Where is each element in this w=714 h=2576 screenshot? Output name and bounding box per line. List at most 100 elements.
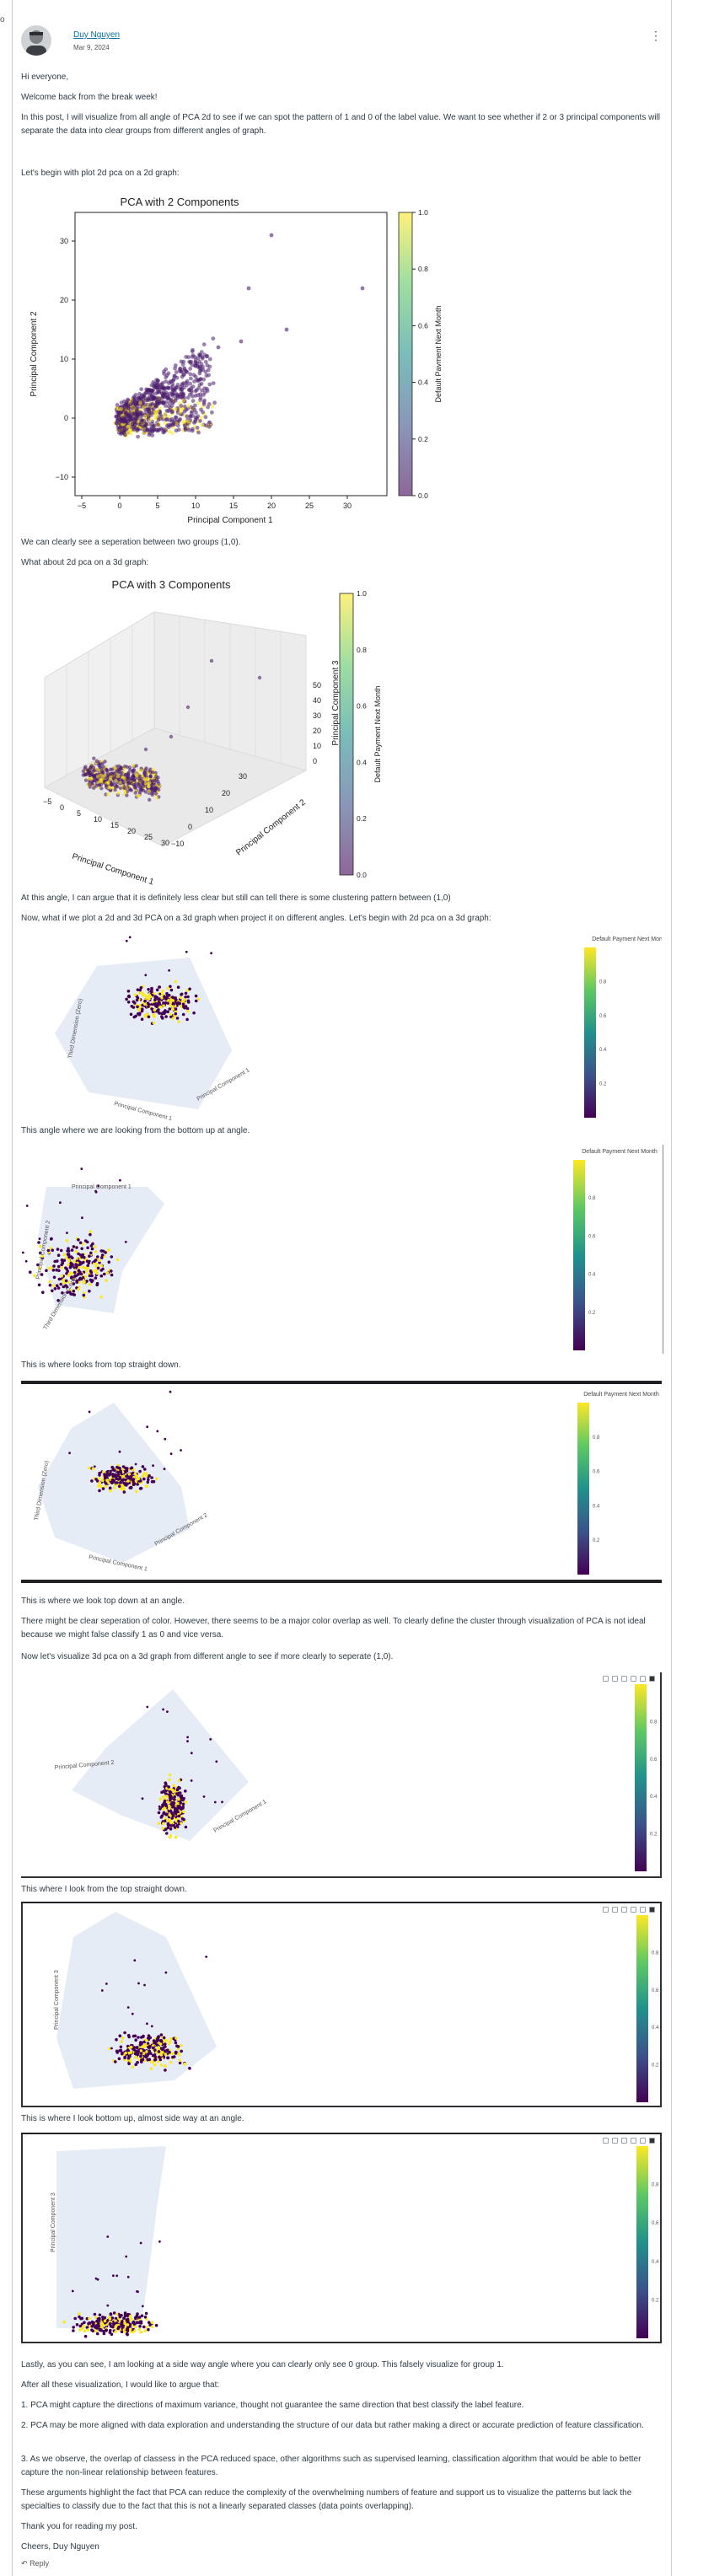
data-point	[141, 1465, 145, 1468]
plotly-view-3[interactable]: Third Dimension (Zero) Principal Compone…	[21, 1386, 662, 1578]
pan-icon[interactable]	[621, 1907, 627, 1913]
data-point	[96, 2317, 100, 2321]
data-point	[153, 2058, 158, 2061]
outlier-point	[38, 1237, 41, 1240]
data-point	[137, 793, 142, 797]
divider	[21, 1902, 662, 1903]
data-point	[115, 2321, 118, 2325]
data-point	[62, 1253, 67, 1257]
data-point	[137, 2316, 142, 2319]
data-point	[153, 416, 158, 420]
data-point	[86, 2328, 89, 2332]
plotly-3d-view-a[interactable]: Principal Component 2 Principal Componen…	[21, 1672, 662, 1878]
data-point	[89, 1232, 92, 1237]
plotly-view-1[interactable]: Third Dimension (Zero) Principal Compone…	[21, 908, 668, 1122]
plotly-3d-view-b[interactable]: Principal Component 3 0.2 0.4 0.6 0.8	[21, 1903, 662, 2107]
home-icon[interactable]	[640, 1907, 646, 1913]
pca-3d-colorbar	[339, 593, 354, 876]
outlier-point	[146, 1705, 149, 1709]
plotly-view-2[interactable]: Principal Component 1 Principal Componen…	[21, 1145, 663, 1354]
data-point	[29, 1270, 32, 1274]
plotly-logo-icon[interactable]	[649, 1907, 655, 1913]
camera-icon[interactable]	[603, 2138, 609, 2144]
outlier-point	[88, 1410, 91, 1414]
data-point	[126, 425, 130, 429]
camera-icon[interactable]	[603, 1676, 609, 1682]
data-point	[111, 1468, 115, 1472]
data-point	[136, 434, 141, 439]
paragraph-bottom-side: This is where I look bottom up, almost s…	[21, 2114, 244, 2123]
x-tick-label: 0	[60, 803, 64, 812]
outlier-point	[100, 1989, 104, 1992]
data-point	[183, 998, 186, 1001]
data-point	[146, 2053, 149, 2058]
data-point	[72, 2329, 75, 2332]
plotly-modebar[interactable]	[603, 1676, 655, 1682]
plotly-logo-icon[interactable]	[649, 2138, 655, 2144]
plotly-modebar[interactable]	[603, 2138, 655, 2144]
data-point	[145, 2039, 148, 2042]
data-point	[201, 342, 207, 346]
rotate-icon[interactable]	[631, 2138, 636, 2144]
plotly-logo-icon[interactable]	[649, 1676, 655, 1682]
data-point	[110, 1473, 115, 1476]
outlier-point	[66, 1232, 68, 1234]
outlier-point	[68, 1452, 71, 1455]
data-point	[176, 985, 180, 989]
data-point	[95, 2332, 99, 2336]
data-point	[188, 372, 193, 377]
avatar[interactable]	[21, 25, 51, 56]
plotly-3d-view-c[interactable]: Principal Component 3 0.2 0.4 0.6 0.8	[21, 2134, 662, 2343]
data-point	[174, 1819, 178, 1823]
data-point	[210, 410, 214, 415]
data-point	[153, 996, 158, 999]
rotate-icon[interactable]	[631, 1676, 636, 1682]
zoom-icon[interactable]	[612, 1676, 618, 1682]
zoom-icon[interactable]	[612, 2138, 618, 2144]
data-point	[110, 1273, 114, 1277]
data-point	[83, 1275, 88, 1279]
z-tick-label: 50	[313, 681, 321, 690]
data-point	[119, 406, 123, 411]
y-tick-label: 0	[64, 414, 68, 422]
data-point	[37, 1266, 41, 1270]
author-link[interactable]: Duy Nguyen	[73, 30, 121, 40]
camera-icon[interactable]	[603, 1907, 609, 1913]
data-point	[97, 783, 101, 787]
outlier-point	[186, 1740, 189, 1743]
data-point	[60, 1263, 63, 1267]
data-point	[182, 1817, 185, 1822]
rotate-icon[interactable]	[631, 1907, 636, 1913]
data-point	[159, 382, 164, 387]
data-point	[148, 2323, 152, 2327]
outlier-point	[162, 1708, 165, 1711]
data-point	[211, 381, 216, 385]
data-point	[141, 788, 146, 792]
data-point	[105, 1279, 108, 1282]
outlier-point	[125, 939, 128, 942]
data-point	[115, 1258, 120, 1262]
data-point	[72, 1293, 76, 1296]
zoom-icon[interactable]	[612, 1907, 618, 1913]
home-icon[interactable]	[640, 2138, 646, 2144]
data-point	[125, 793, 129, 797]
home-icon[interactable]	[640, 1676, 646, 1682]
data-point	[132, 2321, 135, 2325]
data-point	[146, 1480, 150, 1484]
outlier-point	[205, 1956, 208, 1958]
data-point	[148, 1474, 151, 1478]
data-point	[189, 390, 194, 394]
reply-button[interactable]: ↶ Reply	[21, 2559, 49, 2568]
data-point	[72, 1289, 76, 1293]
data-point	[186, 355, 191, 360]
pan-icon[interactable]	[621, 1676, 627, 1682]
data-point	[114, 2327, 118, 2331]
outlier-point	[146, 1425, 149, 1429]
more-options-icon[interactable]: ⋮	[650, 29, 662, 42]
x-tick-label: 0	[117, 502, 121, 510]
outlier-point	[155, 2037, 158, 2041]
data-point	[174, 2051, 178, 2055]
pan-icon[interactable]	[621, 2138, 627, 2144]
plotly-modebar[interactable]	[603, 1907, 655, 1913]
data-point	[151, 2060, 154, 2064]
